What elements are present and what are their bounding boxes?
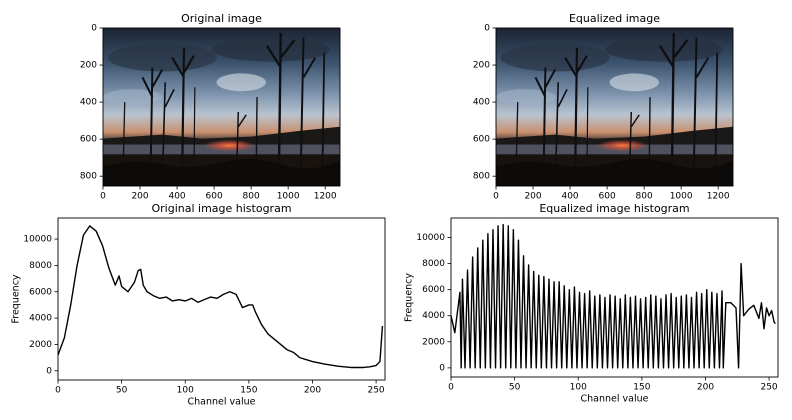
x-axis-label: Channel value	[188, 397, 256, 408]
x-tick-label: 150	[633, 383, 650, 393]
x-tick-label: 800	[636, 192, 653, 202]
x-tick-label: 600	[206, 192, 223, 202]
y-tick-label: 8000	[29, 261, 52, 271]
x-tick-label: 100	[570, 383, 587, 393]
y-tick-label: 2000	[29, 340, 52, 350]
x-axis-label: Channel value	[581, 394, 649, 405]
axes-frame	[57, 217, 386, 381]
y-tick-label: 0	[439, 363, 445, 373]
y-tick-label: 10000	[416, 233, 445, 243]
subplot: 0 200 400 600 800 1000 1200 0 200 400 600 800 Origin…	[80, 12, 341, 202]
photo	[496, 28, 733, 186]
y-tick-label: 800	[80, 172, 97, 182]
x-tick-label: 1200	[314, 192, 337, 202]
y-tick-label: 4000	[422, 311, 445, 321]
x-tick-label: 250	[760, 383, 777, 393]
x-tick-label: 150	[240, 386, 257, 396]
axes-frame	[450, 217, 779, 378]
x-tick-label: 200	[304, 386, 321, 396]
y-tick-label: 8000	[422, 259, 445, 269]
x-tick-label: 0	[100, 192, 106, 202]
subplot: 0 50 100 150 200 250 0 2000 4000 6000 8000 10000 Ori…	[11, 202, 386, 408]
y-tick-label: 6000	[422, 285, 445, 295]
axes-frame	[102, 27, 341, 187]
histogram-line	[57, 225, 384, 369]
y-tick-label: 0	[91, 24, 97, 34]
x-tick-label: 200	[524, 192, 541, 202]
x-tick-label: 0	[493, 192, 499, 202]
subplot-title: Original image histogram	[151, 202, 291, 215]
y-tick-label: 400	[80, 98, 97, 108]
histogram-line	[450, 223, 776, 369]
y-tick-label: 600	[473, 135, 490, 145]
x-tick-label: 0	[55, 386, 61, 396]
x-tick-label: 400	[561, 192, 578, 202]
x-tick-label: 400	[168, 192, 185, 202]
y-tick-label: 200	[80, 61, 97, 71]
x-tick-label: 200	[697, 383, 714, 393]
y-axis-label: Frequency	[404, 273, 415, 322]
subplot: 0 200 400 600 800 1000 1200 0 200 400 600 800 Equali…	[473, 12, 734, 202]
x-tick-label: 1000	[277, 192, 300, 202]
y-tick-label: 600	[80, 135, 97, 145]
subplot-title: Equalized image	[569, 12, 660, 25]
x-tick-label: 200	[131, 192, 148, 202]
y-tick-label: 0	[46, 366, 52, 376]
subplot-title: Equalized image histogram	[539, 202, 689, 215]
photo	[103, 28, 340, 186]
x-tick-label: 1200	[707, 192, 730, 202]
y-tick-label: 4000	[29, 314, 52, 324]
x-tick-label: 50	[116, 386, 128, 396]
y-tick-label: 10000	[23, 235, 52, 245]
y-tick-label: 800	[473, 172, 490, 182]
y-tick-label: 2000	[422, 337, 445, 347]
y-tick-label: 6000	[29, 287, 52, 297]
x-tick-label: 1000	[670, 192, 693, 202]
x-tick-label: 800	[243, 192, 260, 202]
axes-frame	[495, 27, 734, 187]
y-tick-label: 400	[473, 98, 490, 108]
x-tick-label: 0	[448, 383, 454, 393]
y-axis-label: Frequency	[11, 274, 22, 323]
x-tick-label: 600	[599, 192, 616, 202]
x-tick-label: 100	[177, 386, 194, 396]
y-tick-label: 200	[473, 61, 490, 71]
subplot: 0 50 100 150 200 250 0 2000 4000 6000 8000 10000 Equ…	[404, 202, 779, 405]
x-tick-label: 250	[367, 386, 384, 396]
x-tick-label: 50	[509, 383, 521, 393]
y-tick-label: 0	[484, 24, 490, 34]
subplot-title: Original image	[181, 12, 262, 25]
